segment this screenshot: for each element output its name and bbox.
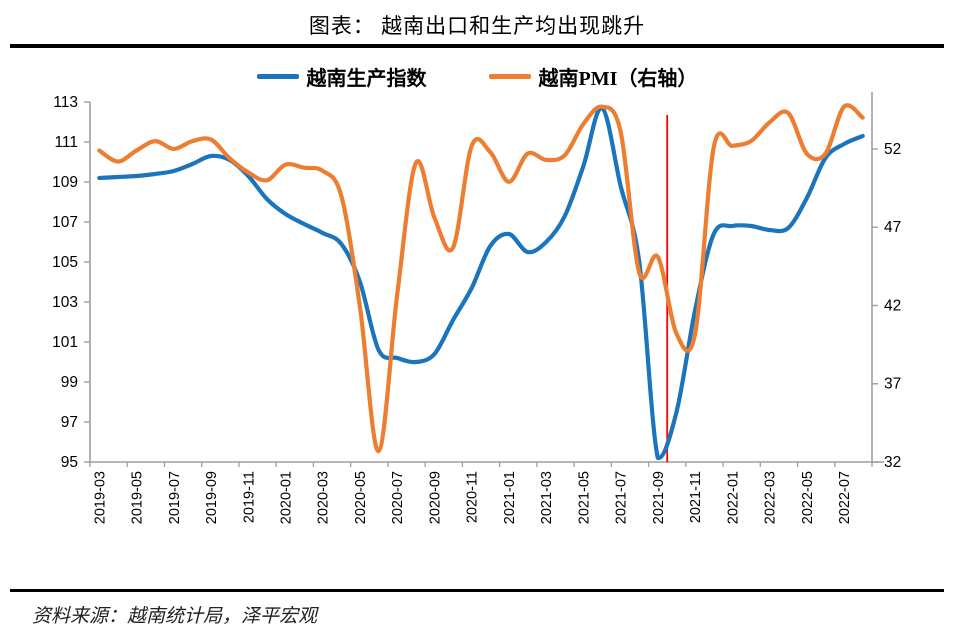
source-attribution: 资料来源：越南统计局，泽平宏观 [32, 606, 318, 627]
svg-text:2019-03: 2019-03 [92, 471, 108, 524]
svg-text:2020-11: 2020-11 [465, 471, 481, 523]
svg-text:101: 101 [52, 334, 78, 351]
line-chart-plot-area: 113 111 109 107 105 103 101 99 97 95 52 47 42 37 32 201… [52, 92, 901, 524]
svg-text:97: 97 [61, 414, 78, 431]
svg-text:32: 32 [884, 454, 901, 471]
legend-item-pmi: 越南PMI（右轴） [488, 62, 698, 91]
orange-line-swatch-icon [488, 74, 531, 79]
svg-text:42: 42 [884, 297, 901, 314]
svg-text:113: 113 [53, 94, 78, 111]
svg-text:2020-01: 2020-01 [279, 471, 295, 524]
svg-text:2021-01: 2021-01 [502, 471, 518, 524]
legend-label: 越南PMI（右轴） [538, 68, 698, 90]
svg-text:2022-01: 2022-01 [725, 471, 741, 524]
svg-text:52: 52 [884, 141, 901, 158]
svg-text:2021-11: 2021-11 [688, 471, 704, 523]
legend-item-production-index: 越南生产指数 [256, 62, 427, 91]
svg-text:2020-05: 2020-05 [353, 471, 369, 524]
svg-text:2019-11: 2019-11 [241, 471, 257, 523]
svg-text:2022-05: 2022-05 [800, 471, 816, 524]
svg-text:47: 47 [884, 219, 901, 236]
svg-text:2022-07: 2022-07 [837, 471, 853, 524]
blue-line-swatch-icon [256, 74, 299, 79]
svg-text:2021-03: 2021-03 [539, 471, 555, 524]
svg-text:2020-03: 2020-03 [316, 471, 332, 524]
svg-text:2021-07: 2021-07 [614, 471, 630, 524]
svg-text:95: 95 [61, 454, 78, 471]
svg-text:2020-09: 2020-09 [427, 471, 443, 524]
svg-text:2022-03: 2022-03 [763, 471, 779, 524]
chart-legend: 越南生产指数 越南PMI（右轴） [0, 62, 954, 91]
svg-text:37: 37 [884, 376, 901, 393]
svg-text:105: 105 [52, 254, 78, 271]
svg-text:2020-07: 2020-07 [390, 471, 406, 524]
svg-text:111: 111 [54, 134, 78, 151]
svg-text:2019-07: 2019-07 [167, 471, 183, 524]
bottom-divider [10, 589, 944, 592]
chart-title: 图表： 越南出口和生产均出现跳升 [308, 14, 646, 38]
svg-text:109: 109 [52, 174, 78, 191]
svg-text:2021-05: 2021-05 [576, 471, 592, 524]
svg-text:2021-09: 2021-09 [651, 471, 667, 524]
svg-text:2019-09: 2019-09 [204, 471, 220, 524]
svg-text:99: 99 [61, 374, 78, 391]
svg-text:103: 103 [52, 294, 78, 311]
top-divider [10, 44, 944, 48]
svg-text:2019-05: 2019-05 [130, 471, 146, 524]
svg-text:107: 107 [52, 214, 78, 231]
legend-label: 越南生产指数 [306, 68, 427, 90]
